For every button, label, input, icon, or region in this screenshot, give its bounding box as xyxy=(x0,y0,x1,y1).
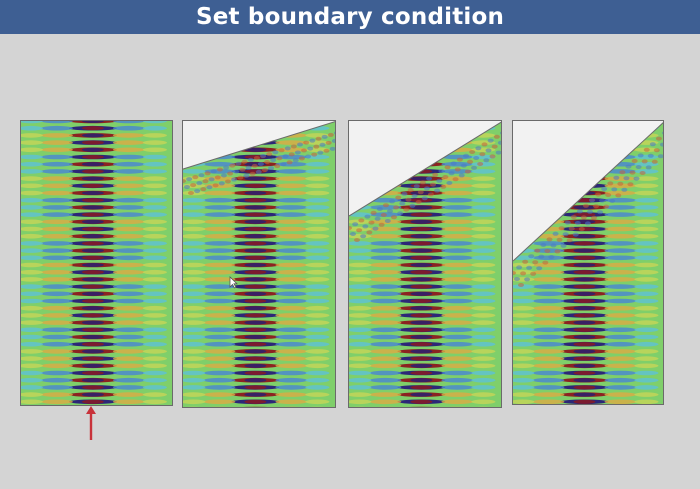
slide-title: Set boundary condition xyxy=(195,4,505,30)
boundary-line xyxy=(183,121,335,170)
panel-steep-slope xyxy=(512,120,664,405)
panel-shallow-slope xyxy=(182,120,336,408)
title-bar: Set boundary condition xyxy=(0,0,700,34)
panel-medium-slope xyxy=(348,120,502,408)
wave-field xyxy=(513,121,663,404)
source-arrow-icon xyxy=(86,406,96,440)
panel-flat-boundary xyxy=(20,120,173,406)
boundary-line xyxy=(349,121,501,217)
boundary-line xyxy=(513,122,663,262)
wave-field xyxy=(183,121,335,407)
wave-field xyxy=(349,121,501,407)
mouse-cursor-icon xyxy=(229,276,238,289)
wave-field xyxy=(21,121,172,405)
